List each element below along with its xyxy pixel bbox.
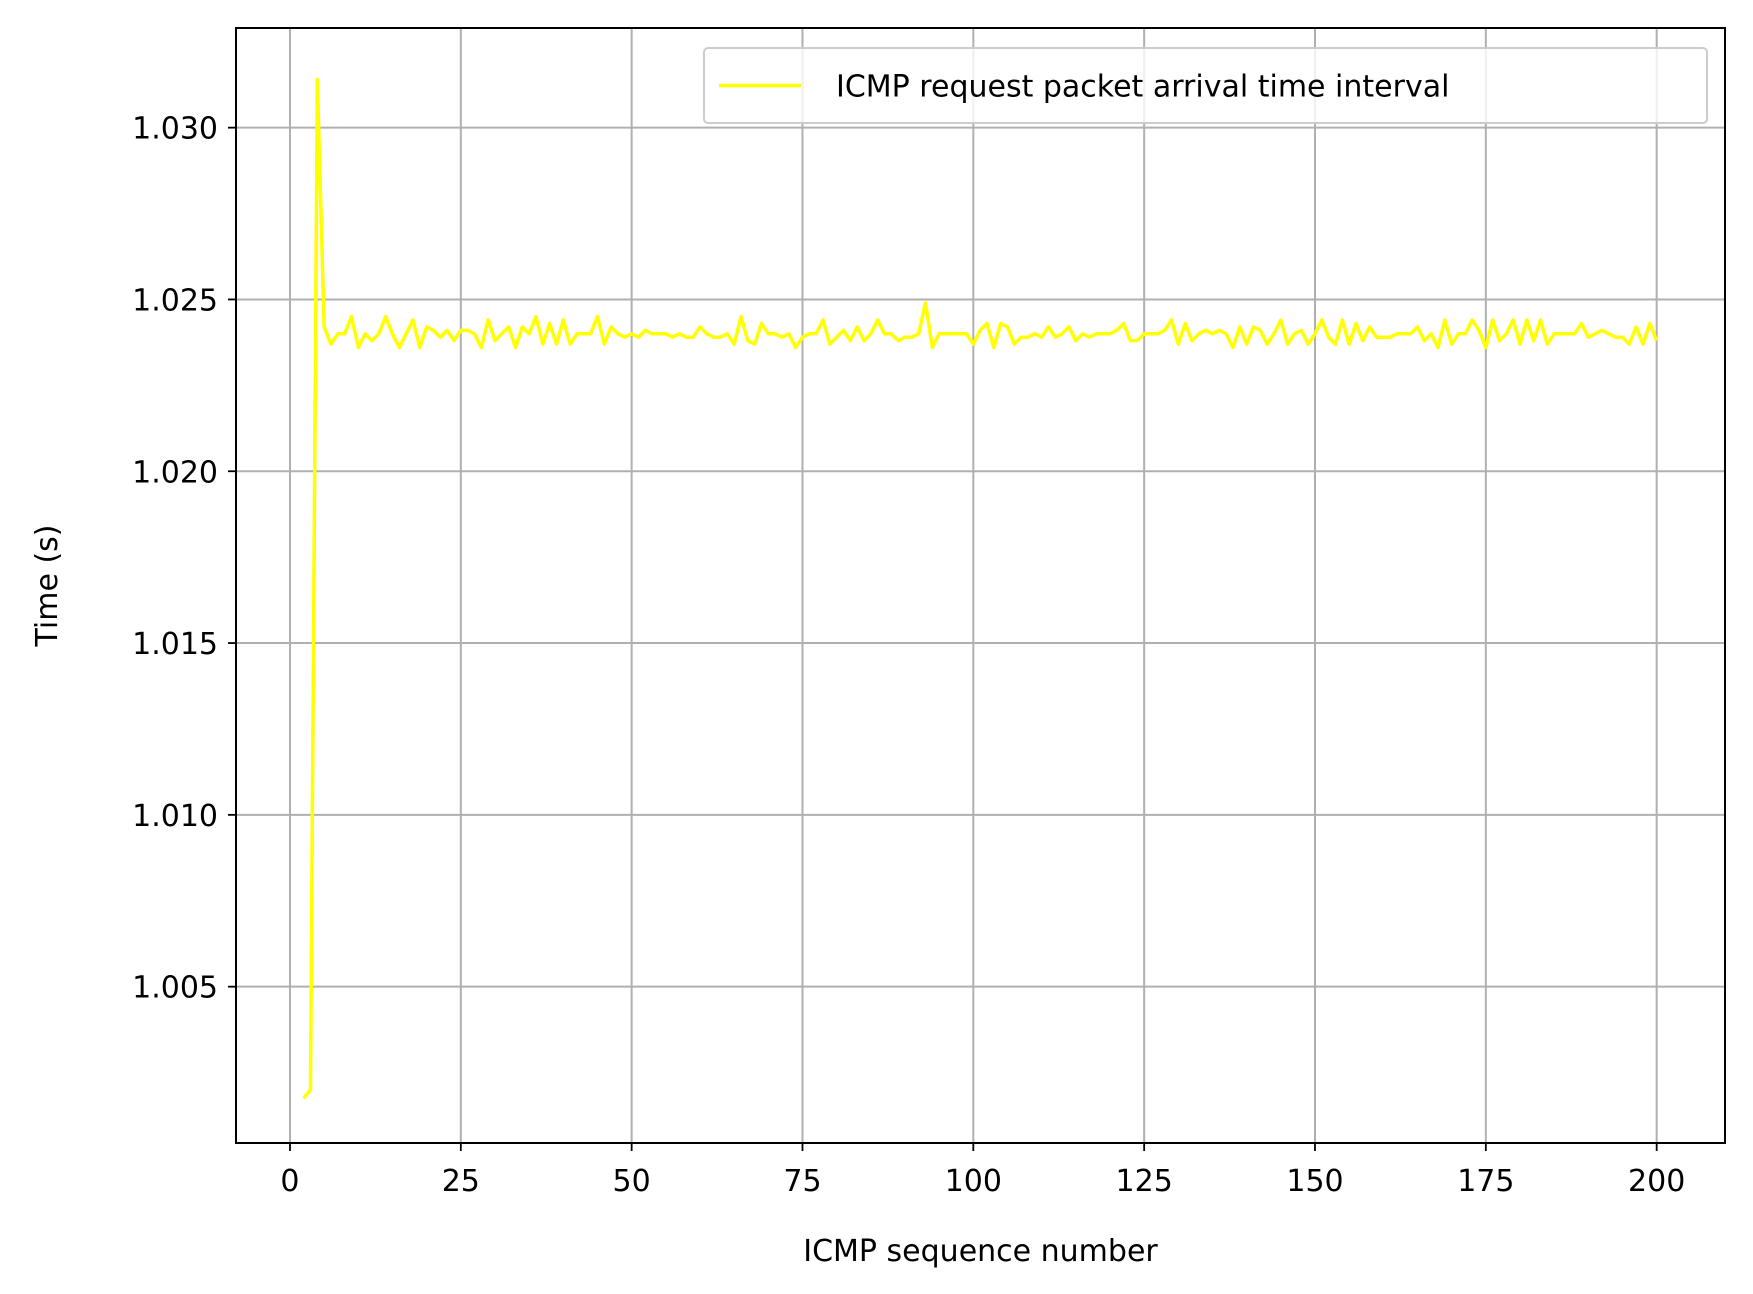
x-tick-label: 75 bbox=[783, 1164, 821, 1199]
legend-label: ICMP request packet arrival time interva… bbox=[836, 70, 1449, 105]
y-tick-label: 1.020 bbox=[132, 455, 218, 490]
y-axis: 1.005 1.010 1.015 1.020 1.025 1.030 bbox=[132, 112, 236, 1006]
plot-frame bbox=[235, 27, 1726, 1144]
x-tick-label: 125 bbox=[1116, 1164, 1173, 1199]
y-tick-label: 1.030 bbox=[132, 112, 218, 147]
x-tick-label: 175 bbox=[1457, 1164, 1514, 1199]
x-tick-label: 0 bbox=[280, 1164, 299, 1199]
x-tick-label: 50 bbox=[613, 1164, 651, 1199]
y-tick-label: 1.005 bbox=[132, 971, 218, 1006]
x-tick-label: 150 bbox=[1286, 1164, 1343, 1199]
legend: ICMP request packet arrival time interva… bbox=[703, 47, 1708, 124]
x-tick-label: 200 bbox=[1628, 1164, 1685, 1199]
x-axis: 0 25 50 75 100 125 150 175 200 bbox=[280, 1143, 1685, 1199]
x-axis-title: ICMP sequence number bbox=[803, 1234, 1158, 1269]
y-tick-label: 1.025 bbox=[132, 283, 218, 318]
y-tick-label: 1.010 bbox=[132, 799, 218, 834]
x-tick-label: 100 bbox=[945, 1164, 1002, 1199]
series-layer bbox=[302, 77, 1659, 1100]
grid bbox=[236, 28, 1725, 1143]
legend-box bbox=[703, 47, 1708, 124]
y-axis-title: Time (s) bbox=[30, 525, 65, 648]
y-tick-label: 1.015 bbox=[132, 627, 218, 662]
x-tick-label: 25 bbox=[442, 1164, 480, 1199]
series-line bbox=[302, 77, 1659, 1100]
